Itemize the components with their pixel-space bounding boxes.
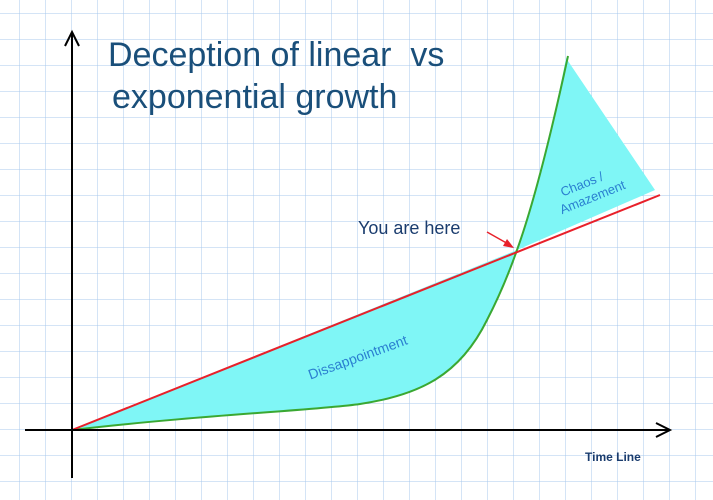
- y-axis-arrow: [64, 29, 80, 47]
- x-axis-label: Time Line: [585, 450, 641, 464]
- chaos-area: [517, 58, 655, 250]
- exponential-curve: [71, 55, 569, 431]
- you-are-here-label: You are here: [358, 218, 460, 238]
- title-line: Deception of linear vs: [108, 36, 444, 74]
- pointer-arrow-head: [503, 239, 514, 248]
- x-axis-arrow: [655, 422, 673, 438]
- linear-line: [71, 194, 661, 431]
- title-line: exponential growth: [112, 78, 397, 116]
